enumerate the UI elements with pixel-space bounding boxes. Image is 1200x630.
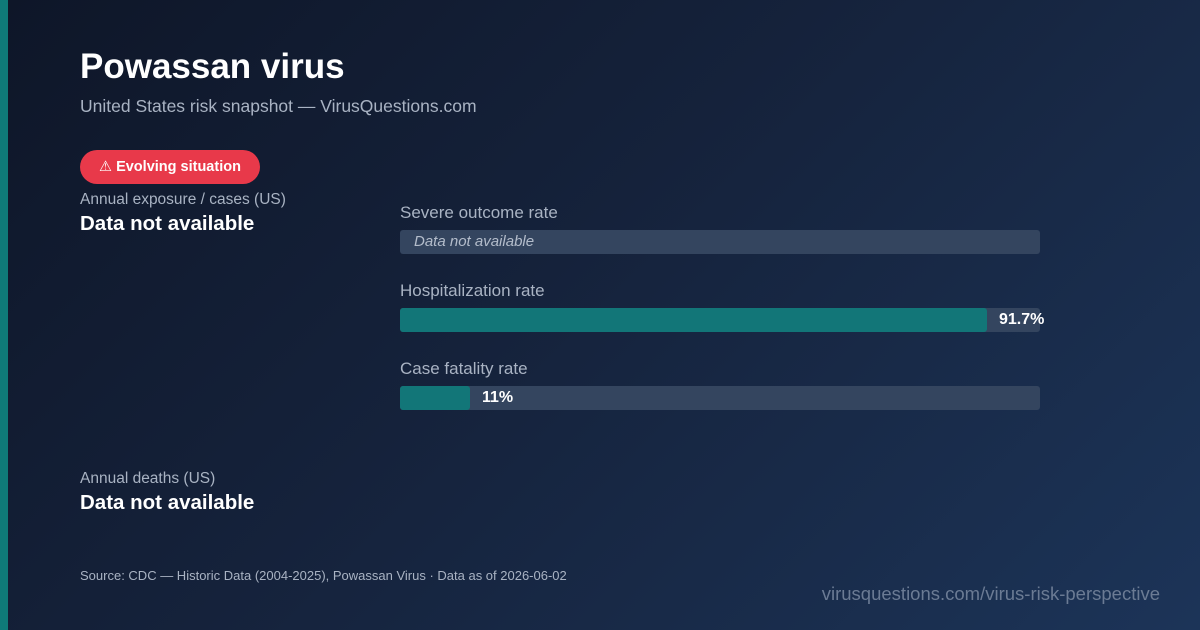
exposure-label: Annual exposure / cases (US) [80, 191, 286, 208]
deaths-label: Annual deaths (US) [80, 470, 216, 487]
accent-stripe [0, 0, 8, 630]
hospitalization-value: 91.7% [999, 311, 1045, 328]
hospitalization-bar: 91.7% [400, 308, 1044, 332]
hospitalization-label: Hospitalization rate [400, 281, 545, 300]
hospitalization-bar-fill [400, 308, 987, 332]
source-note: Source: CDC — Historic Data (2004-2025),… [80, 568, 567, 583]
status-badge: ⚠ Evolving situation [80, 150, 260, 184]
deaths-value: Data not available [80, 491, 255, 514]
severe-outcome-value: Data not available [414, 233, 535, 250]
page-subtitle: United States risk snapshot — VirusQuest… [80, 96, 477, 116]
fatality-bar: 11% [400, 386, 1040, 410]
fatality-bar-fill [400, 386, 470, 410]
fatality-value: 11% [482, 389, 514, 406]
page-title: Powassan virus [80, 47, 345, 86]
site-url: virusquestions.com/virus-risk-perspectiv… [821, 583, 1160, 604]
exposure-value: Data not available [80, 212, 255, 235]
severe-outcome-label: Severe outcome rate [400, 203, 558, 222]
fatality-label: Case fatality rate [400, 359, 528, 378]
severe-outcome-bar: Data not available [400, 230, 1040, 254]
